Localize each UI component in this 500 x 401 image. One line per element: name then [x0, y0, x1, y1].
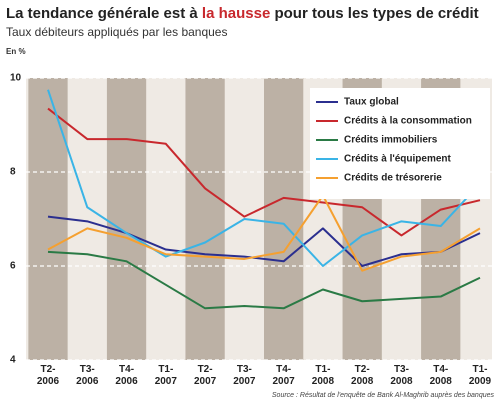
legend-box: [310, 88, 490, 199]
x-tick-label: T4- 2006: [115, 364, 138, 387]
y-tick-label: 8: [10, 167, 16, 178]
x-tick-label: T4- 2008: [429, 364, 452, 387]
stripe: [264, 78, 304, 360]
y-tick-label: 4: [10, 355, 16, 366]
title-part: La tendance générale est à: [6, 5, 202, 22]
y-tick-label: 10: [10, 73, 22, 84]
unit-label: En %: [6, 47, 26, 56]
stripe: [106, 78, 147, 360]
data-line: [47, 89, 481, 267]
data-line: [47, 215, 481, 267]
stripe: [185, 78, 225, 360]
title-highlight: la hausse: [202, 5, 270, 22]
data-line: [47, 250, 481, 310]
x-tick-label: T2- 2008: [351, 364, 374, 387]
y-tick-label: 6: [10, 261, 16, 272]
x-tick-label: T4- 2007: [272, 364, 295, 387]
subtitle: Taux débiteurs appliqués par les banques: [6, 25, 227, 39]
legend-label: Crédits à la consommation: [344, 116, 472, 127]
title-part: pour tous les types de crédit: [270, 5, 478, 22]
legend-label: Crédits immobiliers: [344, 135, 438, 146]
legend: Taux global Crédits à la consommation Créd…: [310, 88, 490, 199]
x-tick-label: T2- 2007: [193, 364, 217, 387]
data-line: [47, 194, 481, 272]
source: Source : Résultat de l'enquête de Bank A…: [272, 392, 495, 399]
x-tick-label: T3- 2007: [233, 364, 256, 387]
x-tick-label: T1- 2008: [311, 364, 335, 387]
x-tick-label: T2- 2006: [36, 364, 60, 387]
x-tick-label: T3- 2008: [390, 364, 413, 387]
data-line: [47, 107, 481, 237]
chart-title: La tendance générale est à la hausse pou…: [6, 5, 479, 22]
legend-label: Crédits de trésorerie: [344, 173, 442, 184]
x-tick-label: T3- 2006: [76, 364, 99, 387]
legend-label: Taux global: [344, 97, 399, 108]
x-tick-label: T1- 2007: [154, 364, 177, 387]
legend-label: Crédits à l'équipement: [344, 154, 452, 165]
x-tick-label: T1- 2009: [468, 364, 492, 387]
